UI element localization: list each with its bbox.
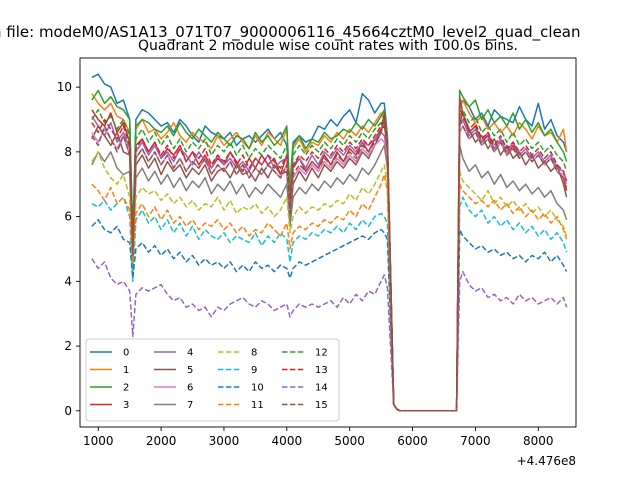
series-line-9 — [91, 196, 568, 412]
legend-label-0: 0 — [123, 348, 129, 359]
x-tick-label: 3000 — [209, 434, 240, 448]
legend-label-7: 7 — [187, 400, 193, 411]
series-line-4 — [91, 115, 568, 412]
series-line-7 — [91, 144, 568, 412]
plot-frame — [79, 57, 577, 428]
y-tick-label: 8 — [64, 145, 72, 159]
x-tick-label: 7000 — [460, 434, 491, 448]
x-tick-label: 8000 — [523, 434, 554, 448]
y-axis: 0 2 4 6 8 10 — [57, 80, 80, 418]
chart-title: Quadrant 2 module wise count rates with … — [138, 38, 518, 54]
legend-label-4: 4 — [187, 348, 193, 359]
legend-label-2: 2 — [123, 383, 129, 394]
figure-suptitle: n file: modeM0/AS1A13_071T07_9000006116_… — [0, 23, 581, 42]
x-tick-label: 4000 — [272, 434, 303, 448]
series-lines — [91, 73, 568, 412]
x-tick-label: 6000 — [397, 434, 428, 448]
series-line-15 — [91, 115, 568, 412]
x-tick-label: 2000 — [146, 434, 177, 448]
series-line-10 — [91, 219, 568, 412]
series-line-12 — [91, 109, 568, 412]
y-tick-label: 6 — [64, 210, 72, 224]
legend-label-5: 5 — [187, 365, 193, 376]
legend-label-11: 11 — [251, 400, 264, 411]
legend-label-10: 10 — [251, 383, 264, 394]
series-line-2 — [91, 89, 568, 412]
x-offset-label: +4.476e8 — [517, 454, 576, 468]
series-line-8 — [91, 151, 568, 412]
legend-label-1: 1 — [123, 365, 129, 376]
legend-label-14: 14 — [315, 383, 328, 394]
series-line-13 — [91, 105, 568, 412]
series-line-14 — [91, 258, 568, 412]
x-tick-label: 5000 — [334, 434, 365, 448]
legend-label-13: 13 — [315, 365, 328, 376]
legend-label-15: 15 — [315, 400, 328, 411]
legend-box — [85, 338, 340, 422]
y-tick-label: 2 — [64, 339, 72, 353]
legend-label-12: 12 — [315, 348, 328, 359]
legend-label-9: 9 — [251, 365, 257, 376]
legend-label-3: 3 — [123, 400, 129, 411]
y-tick-label: 0 — [64, 404, 72, 418]
y-tick-label: 10 — [57, 80, 72, 94]
legend-label-8: 8 — [251, 348, 257, 359]
x-axis: 1000 2000 3000 4000 5000 6000 7000 8000 — [83, 427, 554, 448]
y-tick-label: 4 — [64, 274, 72, 288]
legend-label-6: 6 — [187, 383, 193, 394]
x-tick-label: 1000 — [83, 434, 114, 448]
series-line-11 — [91, 173, 568, 412]
